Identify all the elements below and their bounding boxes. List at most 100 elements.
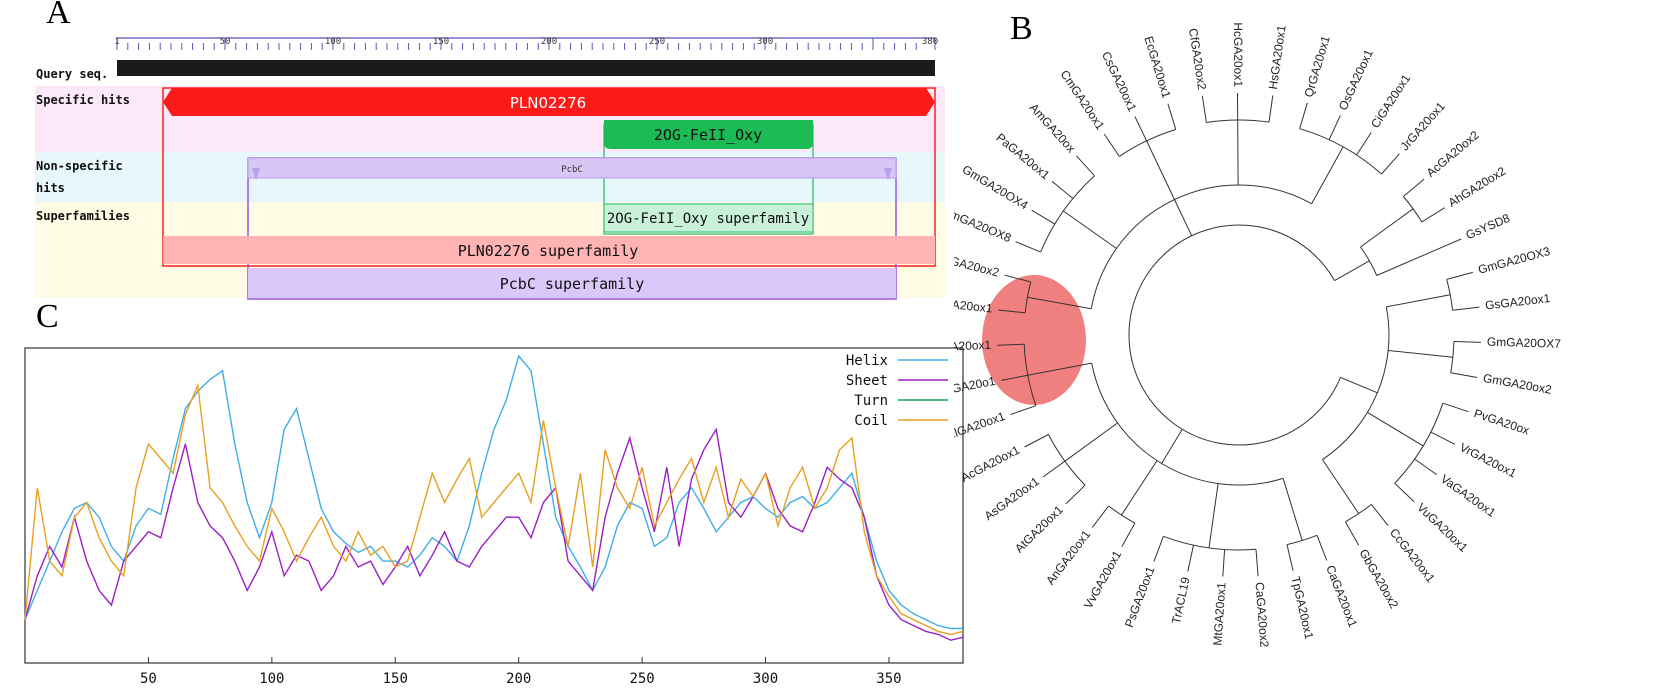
leaf-branch-9 — [1344, 521, 1360, 546]
row-label-nonspecific-1: Non-specific — [36, 159, 123, 173]
tree-branches — [997, 92, 1481, 577]
leaf-branch-29 — [1076, 155, 1095, 177]
tree-leaf-psga20ox1: PsGA20ox1 — [1122, 564, 1158, 629]
x-tick-label-350: 350 — [876, 671, 901, 687]
tree-leaf-paga20ox1: PaGA20ox1 — [993, 130, 1052, 182]
leaf-branch-6 — [1414, 458, 1437, 476]
leaf-branch-30 — [1103, 133, 1120, 157]
legend-sheet-label: Sheet — [846, 373, 888, 389]
clade-stem-7 — [1064, 422, 1118, 462]
leaf-branch-22 — [1001, 374, 1028, 381]
ruler-label-50: 50 — [220, 37, 231, 47]
tree-leaf-tpga20ox1: TpGA20ox1 — [1288, 575, 1316, 641]
x-tick-label-200: 200 — [506, 671, 531, 687]
clade-stem-9 — [1027, 296, 1092, 310]
tree-leaf-sdga20ox1: SdGA20ox1 — [954, 338, 992, 355]
ruler-label-150: 150 — [433, 37, 449, 47]
row-label-superfamilies: Superfamilies — [36, 209, 130, 223]
leaf-branch-7 — [1394, 482, 1415, 503]
clade-stem-15 — [1376, 249, 1437, 276]
tree-leaf-gmga20ox7: GmGA20OX7 — [1487, 335, 1562, 351]
series-line-coil — [24, 382, 964, 636]
leaf-branch-41 — [1421, 207, 1446, 223]
legend-coil-label: Coil — [854, 413, 888, 429]
leaf-branch-42 — [1436, 238, 1462, 251]
tree-leaf-mtga20ox1: MtGA20ox1 — [1210, 582, 1228, 646]
ruler-label-380: 380 — [922, 37, 938, 47]
leaf-branch-12 — [1255, 549, 1259, 577]
leaf-branch-15 — [1153, 536, 1164, 562]
secondary-structure-chart: 50 100 150 200 250 300 350 Helix Sheet Turn Co… — [24, 347, 964, 687]
leaf-branch-10 — [1316, 535, 1328, 561]
x-tick-label-250: 250 — [629, 671, 654, 687]
super-stem-1 — [1161, 428, 1183, 464]
pln-superfamily-bar — [163, 236, 935, 264]
chart-frame — [24, 347, 964, 664]
tree-leaf-hsga20ox1: HsGA20ox1 — [1266, 24, 1289, 90]
leaf-branch-0 — [1446, 271, 1473, 280]
pcbc-left-arrow — [252, 168, 260, 180]
tree-leaf-caga20ox2: CaGA20ox2 — [1252, 582, 1271, 649]
clade-arc-10 — [1040, 175, 1095, 253]
root-arc — [1128, 224, 1341, 446]
tree-leaf-vrga20ox1: VrGA20ox1 — [1457, 440, 1519, 480]
clade-stem-8 — [1027, 362, 1092, 376]
ruler-label-200: 200 — [541, 37, 557, 47]
leaf-branch-8 — [1371, 504, 1389, 526]
leaf-branch-21 — [1010, 405, 1037, 415]
super-stem-3 — [1334, 260, 1370, 282]
ruler-labels: 1 50 100 150 200 250 300 380 — [114, 37, 938, 47]
clade-stem-10 — [1063, 210, 1117, 249]
series-line-sheet — [24, 427, 964, 641]
leaf-branch-25 — [1004, 274, 1031, 283]
ruler-label-100: 100 — [325, 37, 341, 47]
leaf-branch-4 — [1442, 402, 1469, 413]
oxy-domain — [604, 120, 813, 149]
pln02276-domain — [163, 88, 935, 116]
x-tick-label-50: 50 — [140, 671, 157, 687]
oxy-superfamily-label: 2OG-FeII_Oxy superfamily — [607, 211, 809, 227]
tree-leaf-atga20ox1: AtGA20ox1 — [1012, 502, 1066, 555]
legend: Helix Sheet Turn Coil — [846, 353, 948, 429]
leaf-branch-27 — [1031, 209, 1056, 225]
highlight-ellipse — [982, 275, 1086, 405]
series-line-helix — [24, 354, 963, 630]
pln02276-label: PLN02276 — [510, 94, 586, 112]
super-stem-2 — [1174, 199, 1193, 236]
clade-stem-11 — [1146, 140, 1175, 200]
legend-turn-label: Turn — [854, 393, 888, 409]
pcbc-label: PcbC — [561, 165, 583, 175]
clade-arc-13 — [1299, 128, 1382, 175]
panel-a-letter: A — [46, 0, 71, 31]
leaf-branch-13 — [1222, 549, 1226, 577]
pcbc-right-arrow — [884, 168, 892, 180]
clade-arc-11 — [1119, 129, 1176, 157]
clade-stem-14 — [1360, 208, 1414, 248]
row-label-query: Query seq. — [36, 67, 108, 81]
leaf-branch-38 — [1356, 132, 1372, 156]
leaf-branch-17 — [1091, 505, 1109, 528]
tree-leaf-vvga20ox1: VvGA20ox1 — [1081, 548, 1124, 611]
tree-leaf-vuga20ox1: VuGA20ox1 — [1414, 500, 1470, 555]
leaf-branch-1 — [1452, 306, 1480, 311]
leaf-branch-20 — [1024, 434, 1049, 448]
clade-stem-1 — [1388, 350, 1453, 358]
super-stem-0 — [1340, 376, 1378, 394]
tree-leaf-acga20ox1: AcGA20ox1 — [959, 443, 1023, 485]
panel-b-letter: B — [1010, 10, 1033, 47]
leaf-branch-5 — [1430, 431, 1456, 445]
tree-leaf-vaga20ox1: VaGA20ox1 — [1438, 472, 1498, 520]
leaf-branch-31 — [1134, 116, 1148, 142]
clade-stem-4 — [1282, 478, 1303, 541]
tree-leaf-gbga20ox2: GbGA20ox2 — [1356, 547, 1401, 612]
tree-leaf-gsysd8: GsYSD8 — [1464, 211, 1513, 243]
tree-leaf-gsga20ox1: GsGA20ox1 — [1484, 291, 1551, 312]
clade-arc-8 — [1023, 344, 1037, 406]
tree-leaf-ccga20ox1: CcGA20ox1 — [1387, 526, 1438, 586]
x-tick-label-100: 100 — [259, 671, 284, 687]
tree-leaf-cmga20ox1: CmGA20ox1 — [1058, 68, 1108, 133]
tree-leaf-amga20ox: AmGA20ox — [1027, 101, 1079, 156]
super-arc-2 — [1090, 184, 1312, 309]
clade-arc-2 — [1394, 403, 1444, 484]
leaf-branch-37 — [1328, 115, 1341, 141]
